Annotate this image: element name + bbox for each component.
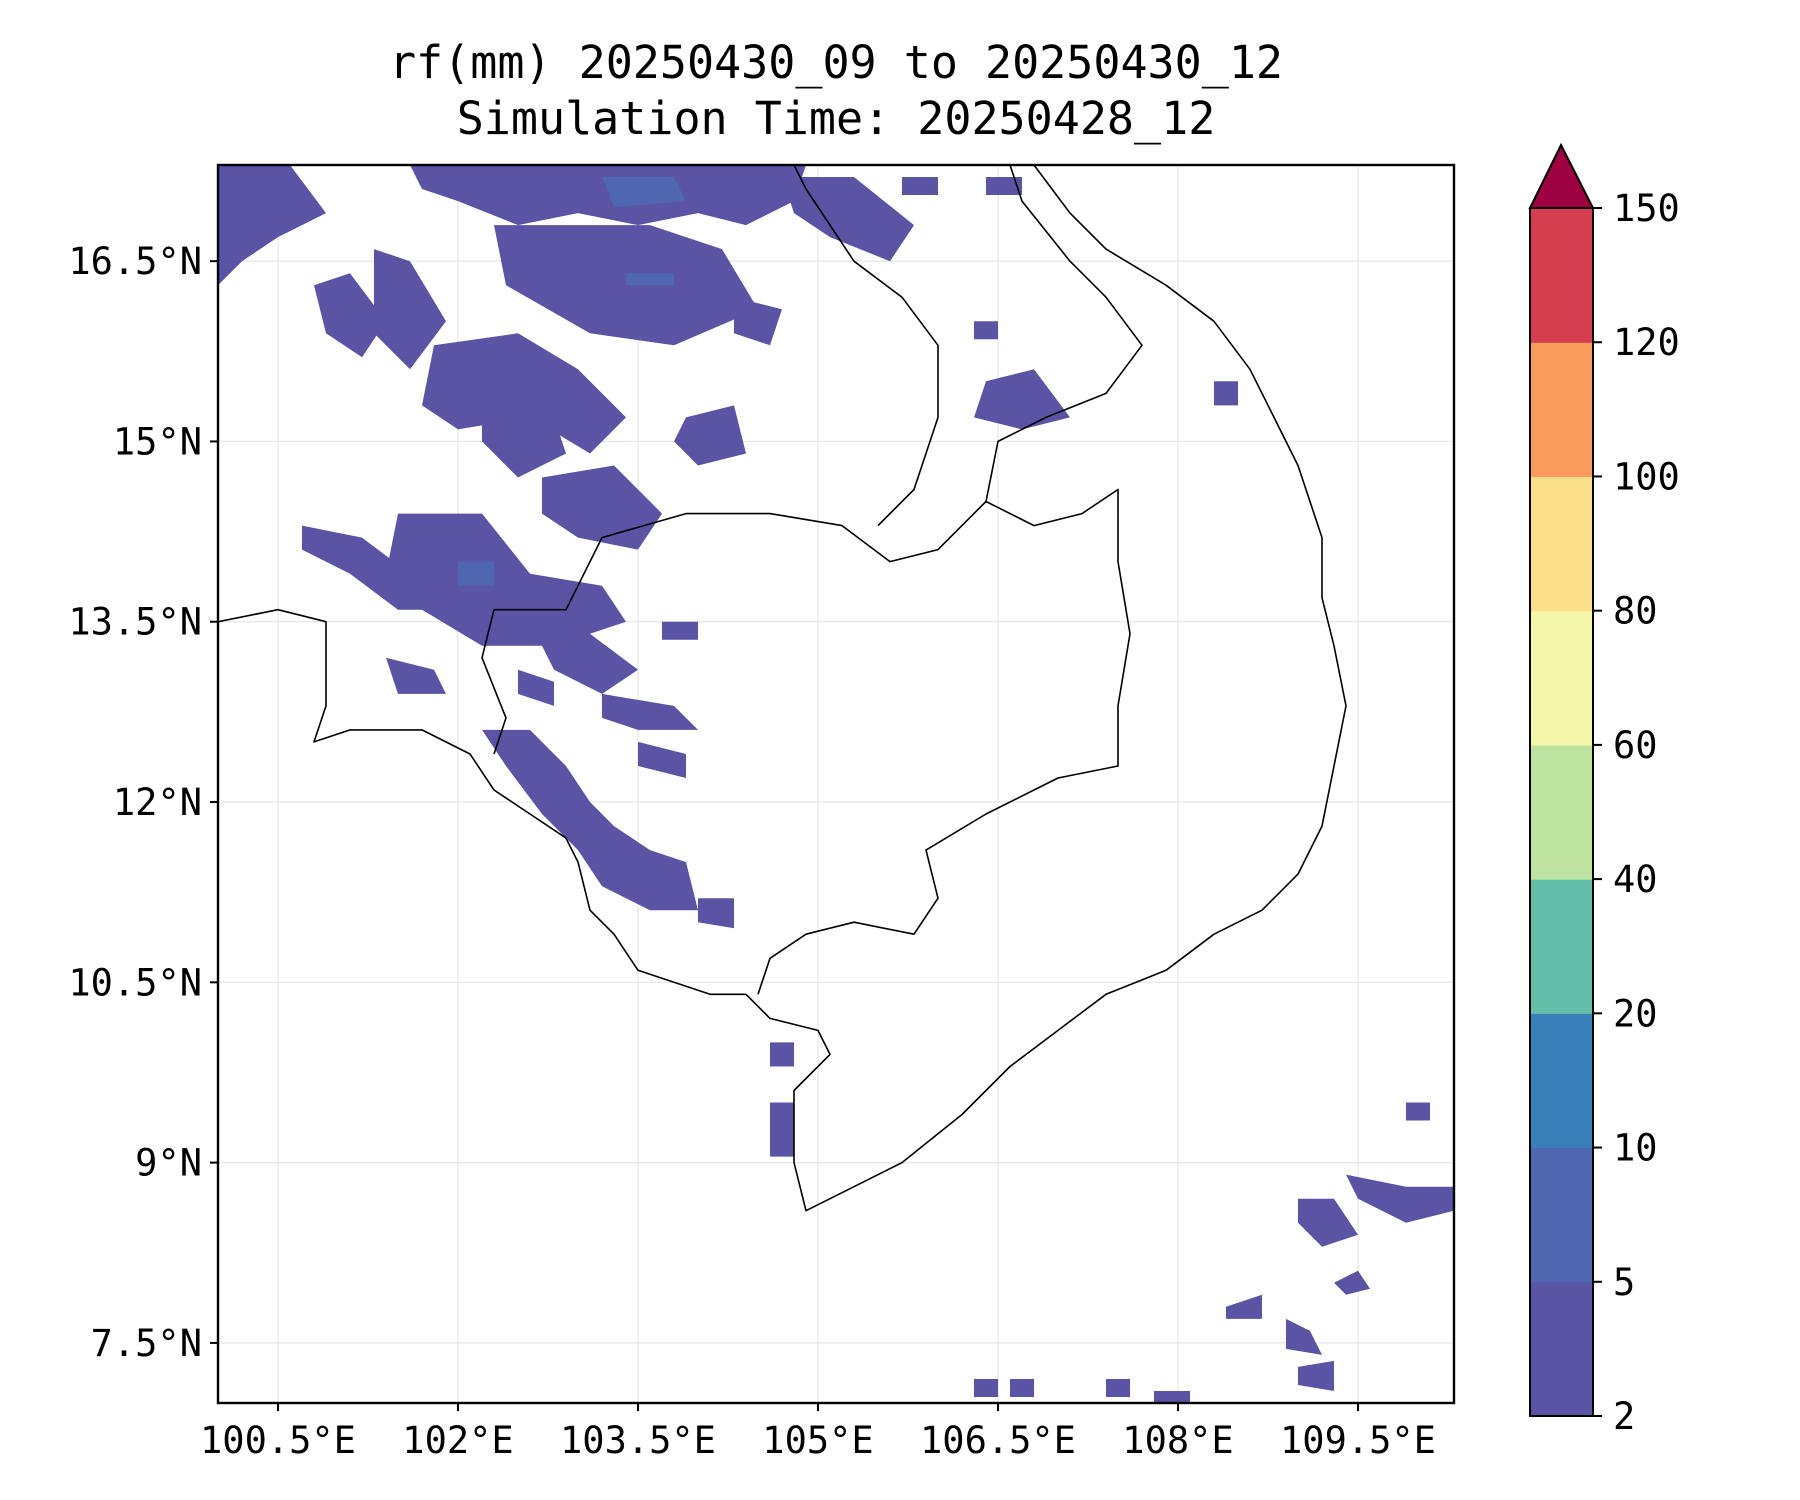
rainfall-region-4 [626,273,674,286]
rainfall-region-13 [902,177,938,195]
latitude-ticks: 16.5°N 15°N 13.5°N 12°N 10.5°N 9°N 7.5°N [68,240,218,1365]
colorbar-segment-7 [1530,342,1593,477]
colorbar-segment-0 [1530,1281,1593,1417]
lon-tick-label-1: 102°E [402,1419,513,1462]
lon-tick-label-5: 108°E [1122,1419,1233,1462]
boundary-line-1 [494,488,1131,995]
title-line-2: Simulation Time: 20250428_12 [457,92,1216,145]
colorbar-tick-label-7: 100 [1613,455,1680,498]
lon-tick-label-4: 106.5°E [920,1419,1076,1462]
lat-tick-label-3: 12°N [113,781,202,824]
map-frame [216,163,1456,1405]
rainfall-region-11 [734,297,782,346]
rainfall-region-25 [638,741,686,778]
rainfall-region-28 [770,1042,794,1067]
rainfall-region-20 [458,561,494,586]
colorbar-tick-label-5: 60 [1613,724,1658,767]
rainfall-region-6 [374,249,446,370]
coastlines-borders [218,165,1347,1212]
rainfall-region-29 [770,1102,794,1157]
rainfall-region-8 [482,381,566,478]
colorbar-tick-label-6: 80 [1613,590,1658,633]
lon-tick-label-2: 103.5°E [560,1419,716,1462]
rainfall-region-12 [782,177,914,262]
rainfall-region-23 [530,621,638,694]
rainfall-region-15 [974,369,1070,430]
colorbar-segment-1 [1530,1147,1593,1283]
boundary-line-2 [793,165,939,527]
map-background [218,165,1454,1403]
rainfall-region-27 [698,898,734,929]
rainfall-region-31 [1298,1198,1358,1247]
rainfall-region-40 [1106,1379,1130,1397]
rainfall-region-22 [518,669,554,706]
map-panel: 100.5°E 102°E 103.5°E 105°E 106.5°E 108°E 109.… [68,163,1456,1462]
colorbar-segments [1530,208,1593,1417]
rainfall-region-39 [1010,1379,1034,1397]
rainfall-region-1 [410,165,806,226]
rainfall-region-17 [1214,381,1238,406]
colorbar: 2 5 10 20 40 60 80 100 120 150 [1528,142,1680,1438]
rainfall-region-33 [1226,1294,1262,1319]
rainfall-region-37 [1406,1102,1430,1121]
lat-tick-label-0: 16.5°N [68,240,202,283]
boundary-line-4 [481,609,507,755]
rainfall-region-0 [218,165,326,286]
lon-tick-label-3: 105°E [762,1419,873,1462]
colorbar-ticks: 2 5 10 20 40 60 80 100 120 150 [1593,187,1680,1438]
colorbar-tick-label-9: 150 [1613,187,1680,230]
colorbar-segment-3 [1530,879,1593,1014]
rainfall-region-16 [974,321,998,340]
colorbar-tick-label-3: 20 [1613,992,1658,1035]
rainfall-region-32 [1346,1174,1454,1223]
colorbar-segment-8 [1530,208,1593,343]
colorbar-frame [1529,207,1594,1417]
lat-tick-label-2: 13.5°N [68,601,202,644]
colorbar-tick-label-0: 2 [1613,1395,1635,1438]
rainfall-region-3 [602,177,686,208]
rainfall-region-30 [662,621,698,640]
colorbar-tick-label-4: 40 [1613,858,1658,901]
colorbar-segment-2 [1530,1013,1593,1149]
colorbar-tick-label-8: 120 [1613,321,1680,364]
colorbar-segment-4 [1530,744,1593,880]
rainfall-region-34 [1286,1318,1322,1355]
rainfall-region-41 [1154,1391,1190,1403]
boundary-line-3 [985,165,1143,502]
longitude-ticks: 100.5°E 102°E 103.5°E 105°E 106.5°E 108°E 109.… [200,1403,1436,1462]
rainfall-region-26 [482,729,698,911]
rainfall-region-21 [386,657,446,694]
rainfall-contours [218,165,1454,1403]
rainfall-region-36 [1334,1270,1370,1295]
colorbar-segment-5 [1530,610,1593,746]
rainfall-region-14 [986,177,1022,195]
lat-tick-label-1: 15°N [113,420,202,463]
rainfall-region-35 [1298,1360,1334,1391]
boundary-line-0 [218,165,1347,1212]
lat-tick-label-4: 10.5°N [68,961,202,1004]
rainfall-region-24 [602,693,698,730]
map-grid [218,165,1454,1403]
lat-tick-label-5: 9°N [135,1142,202,1185]
colorbar-tick-label-2: 10 [1613,1127,1658,1170]
title-line-1: rf(mm) 20250430_09 to 20250430_12 [389,36,1283,89]
rainfall-region-19 [386,513,626,646]
rainfall-region-38 [974,1379,998,1397]
colorbar-tick-label-1: 5 [1613,1261,1635,1304]
colorbar-extend-arrow [1528,142,1595,209]
lon-tick-label-6: 109.5°E [1280,1419,1436,1462]
lon-tick-label-0: 100.5°E [200,1419,356,1462]
rainfall-region-5 [314,273,386,358]
rainfall-region-10 [674,405,746,466]
colorbar-segment-6 [1530,476,1593,612]
lat-tick-label-6: 7.5°N [91,1322,202,1365]
